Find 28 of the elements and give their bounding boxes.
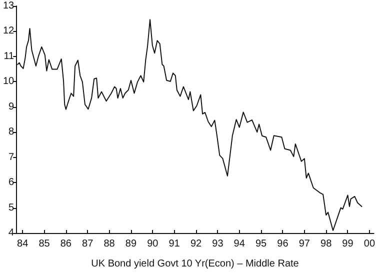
- x-tick-label: 84: [17, 238, 29, 250]
- x-tick-label: 95: [255, 238, 268, 250]
- y-tick-label: 10: [3, 76, 15, 88]
- x-tick-label: 96: [277, 238, 289, 250]
- y-tick-label: 11: [4, 50, 15, 62]
- x-tick-label: 88: [104, 238, 116, 250]
- y-tick-label: 12: [3, 26, 15, 37]
- y-tick-label: 8: [8, 126, 15, 138]
- x-tick-label: 92: [190, 238, 202, 250]
- y-tick-label: 5: [8, 202, 15, 214]
- x-tick-label: 89: [125, 238, 137, 250]
- x-tick-label: 87: [82, 238, 94, 250]
- y-tick-label: 6: [8, 177, 15, 188]
- x-tick-label: 91: [168, 238, 180, 250]
- y-tick-label: 7: [8, 152, 15, 163]
- x-tick-label: 93: [212, 238, 224, 250]
- x-tick-label: 98: [320, 238, 332, 250]
- y-tick-label: 13: [3, 0, 15, 12]
- x-tick-label: 94: [234, 238, 246, 250]
- x-tick-label: 90: [147, 238, 159, 250]
- y-tick-label: 4: [8, 228, 15, 238]
- x-tick-label: 00: [364, 238, 376, 250]
- y-tick-label: 9: [8, 101, 15, 112]
- x-axis-title: UK Bond yield Govt 10 Yr(Econ) – Middle Rate: [91, 258, 300, 270]
- x-tick-label: 85: [38, 238, 50, 250]
- x-tick-label: 97: [298, 238, 310, 250]
- x-tick-label: 99: [342, 238, 354, 250]
- x-tick-label: 86: [60, 238, 72, 250]
